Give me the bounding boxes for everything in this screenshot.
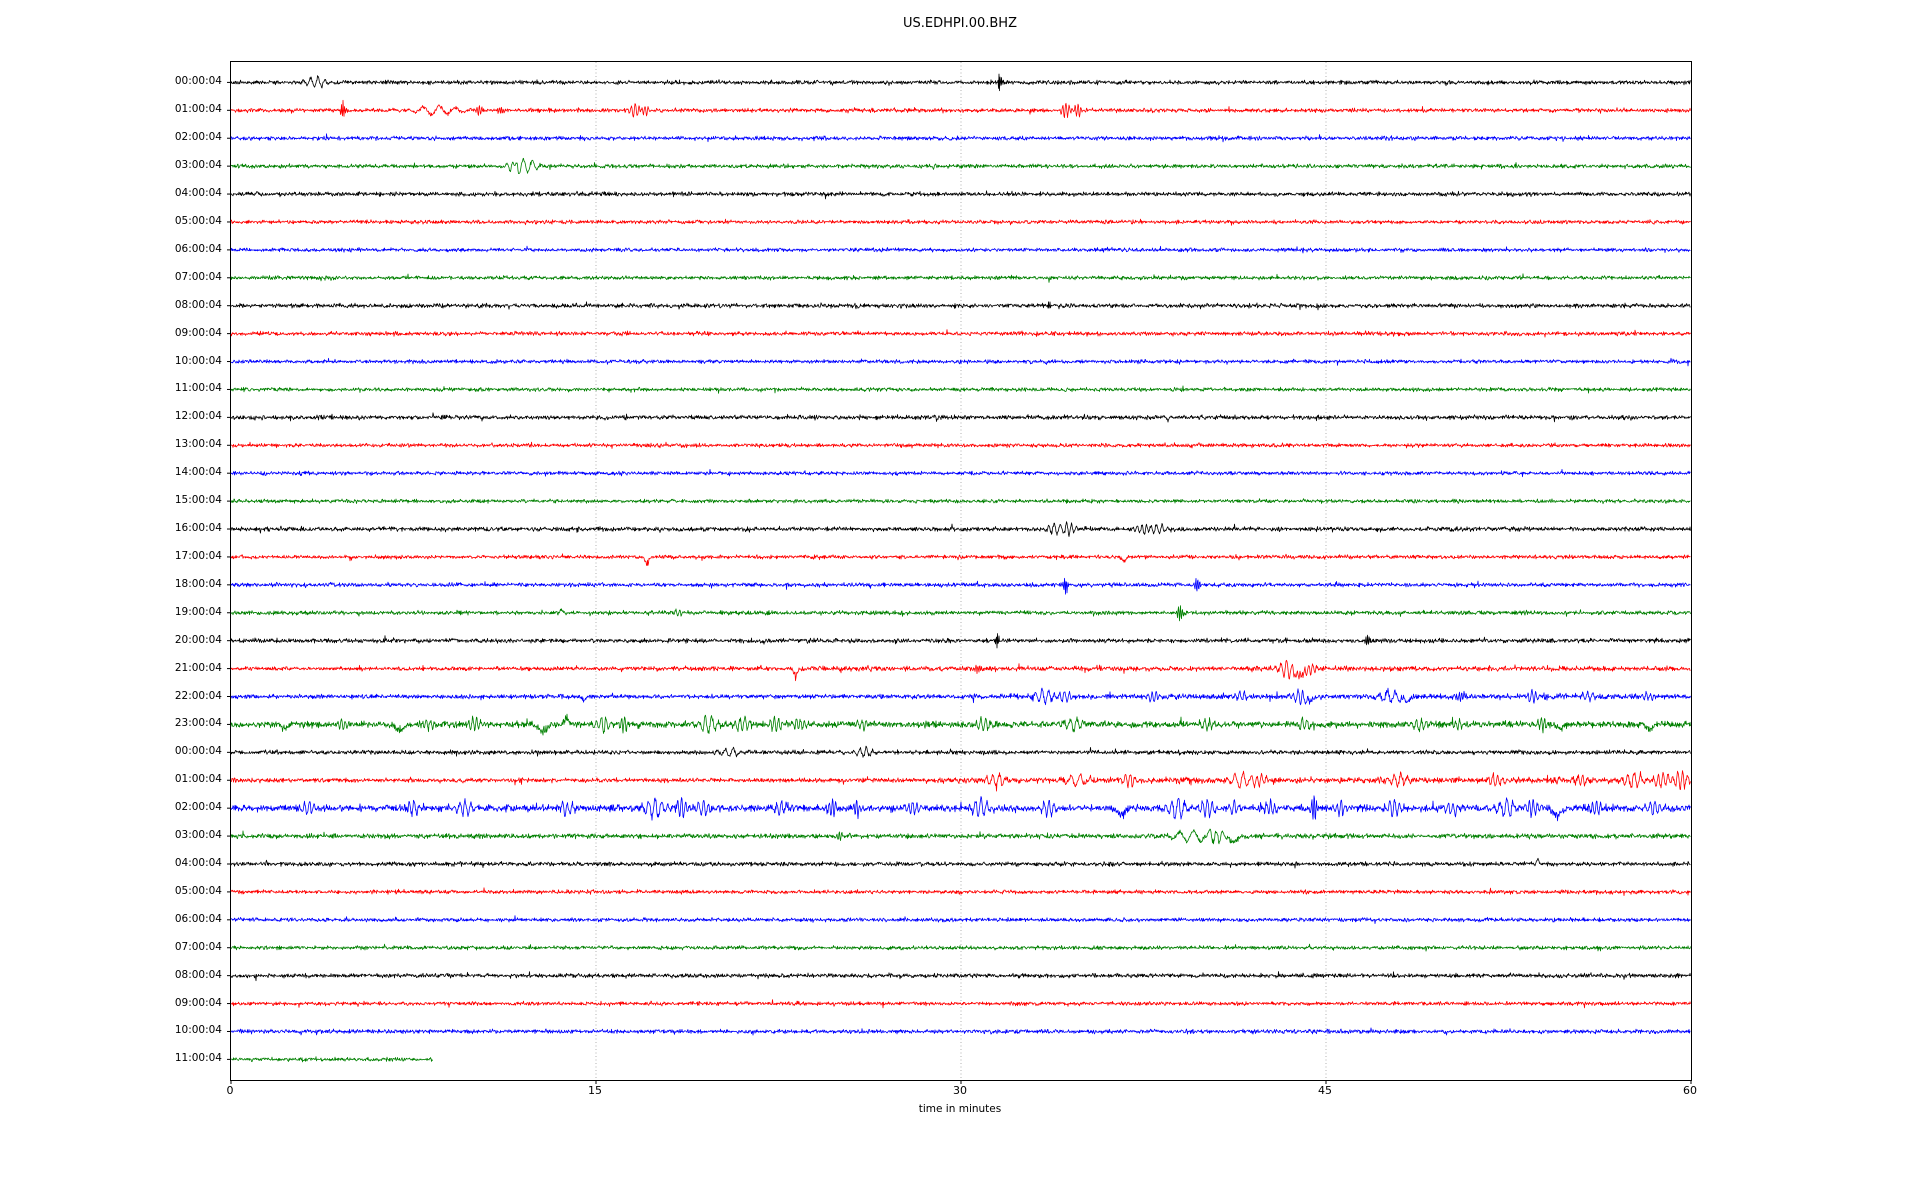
y-tick-label: 15:00:04 <box>174 494 222 507</box>
trace-row-22 <box>230 687 1691 706</box>
trace-row-9 <box>230 329 1691 338</box>
y-tick-label: 03:00:04 <box>174 829 222 842</box>
y-tick-label: 11:00:04 <box>174 1052 222 1065</box>
trace-row-1 <box>230 99 1691 118</box>
y-tick-label: 02:00:04 <box>174 131 222 144</box>
y-tick-label: 05:00:04 <box>174 214 222 227</box>
y-tick-label: 12:00:04 <box>174 410 222 423</box>
trace-row-30 <box>230 915 1691 924</box>
y-tick-label: 22:00:04 <box>174 689 222 702</box>
y-tick-label: 11:00:04 <box>174 382 222 395</box>
trace-row-26 <box>230 795 1691 822</box>
y-tick-label: 09:00:04 <box>174 996 222 1009</box>
y-tick-label: 16:00:04 <box>174 522 222 535</box>
y-tick-label: 01:00:04 <box>174 103 222 116</box>
y-tick-label: 06:00:04 <box>174 242 222 255</box>
y-tick-label: 13:00:04 <box>174 438 222 451</box>
y-tick-label: 08:00:04 <box>174 298 222 311</box>
trace-row-19 <box>230 605 1691 622</box>
y-tick-label: 06:00:04 <box>174 912 222 925</box>
trace-row-24 <box>230 745 1691 758</box>
trace-row-10 <box>230 357 1691 367</box>
trace-row-14 <box>230 468 1691 478</box>
trace-row-12 <box>230 412 1691 423</box>
y-tick-label: 01:00:04 <box>174 773 222 786</box>
trace-row-34 <box>230 1027 1691 1036</box>
y-tick-label: 17:00:04 <box>174 549 222 562</box>
trace-row-32 <box>230 971 1691 982</box>
trace-row-3 <box>230 157 1691 174</box>
y-tick-label: 10:00:04 <box>174 1024 222 1037</box>
trace-row-11 <box>230 385 1691 394</box>
x-tick-label: 0 <box>226 1084 234 1097</box>
y-tick-label: 07:00:04 <box>174 940 222 953</box>
y-tick-label: 04:00:04 <box>174 187 222 200</box>
y-tick-label: 19:00:04 <box>174 605 222 618</box>
y-tick-label: 00:00:04 <box>174 75 222 88</box>
trace-row-28 <box>230 857 1691 869</box>
y-tick-label: 02:00:04 <box>174 801 222 814</box>
x-tick-label: 15 <box>588 1084 602 1097</box>
trace-row-13 <box>230 441 1691 449</box>
y-tick-label: 03:00:04 <box>174 159 222 172</box>
trace-row-6 <box>230 245 1691 254</box>
trace-row-31 <box>230 943 1691 952</box>
trace-row-20 <box>230 633 1691 649</box>
x-axis-title: time in minutes <box>918 1103 1002 1115</box>
trace-row-27 <box>230 828 1691 845</box>
trace-row-0 <box>230 73 1691 92</box>
trace-row-16 <box>230 521 1691 537</box>
trace-row-18 <box>230 577 1691 595</box>
y-tick-label: 05:00:04 <box>174 884 222 897</box>
y-tick-label: 10:00:04 <box>174 354 222 367</box>
trace-row-25 <box>231 770 1691 792</box>
y-axis-labels: 00:00:04 01:00:04 02:00:04 03:00:04 04:00:04… <box>0 0 222 1200</box>
trace-row-23 <box>230 713 1691 736</box>
x-tick-label: 30 <box>953 1084 967 1097</box>
trace-row-8 <box>230 301 1691 311</box>
trace-row-33 <box>230 999 1691 1009</box>
chart-title: US.EDHPI.00.BHZ <box>903 16 1017 31</box>
y-tick-label: 23:00:04 <box>174 717 222 730</box>
y-tick-label: 07:00:04 <box>174 270 222 283</box>
trace-row-7 <box>230 273 1691 283</box>
plot-area <box>227 61 1692 1084</box>
y-tick-label: 18:00:04 <box>174 577 222 590</box>
trace-svg <box>227 62 1692 1084</box>
trace-row-21 <box>230 659 1691 682</box>
trace-row-17 <box>230 553 1691 567</box>
y-tick-label: 09:00:04 <box>174 326 222 339</box>
trace-row-4 <box>230 190 1691 200</box>
x-tick-label: 45 <box>1318 1084 1332 1097</box>
trace-row-35 <box>231 1056 433 1063</box>
y-tick-label: 04:00:04 <box>174 856 222 869</box>
y-tick-label: 21:00:04 <box>174 661 222 674</box>
trace-row-15 <box>230 498 1691 505</box>
trace-row-29 <box>230 887 1691 896</box>
x-tick-label: 60 <box>1683 1084 1697 1097</box>
y-tick-label: 20:00:04 <box>174 633 222 646</box>
y-tick-label: 00:00:04 <box>174 745 222 758</box>
trace-row-5 <box>230 218 1691 226</box>
y-tick-label: 08:00:04 <box>174 968 222 981</box>
y-tick-label: 14:00:04 <box>174 466 222 479</box>
trace-row-2 <box>230 133 1691 143</box>
